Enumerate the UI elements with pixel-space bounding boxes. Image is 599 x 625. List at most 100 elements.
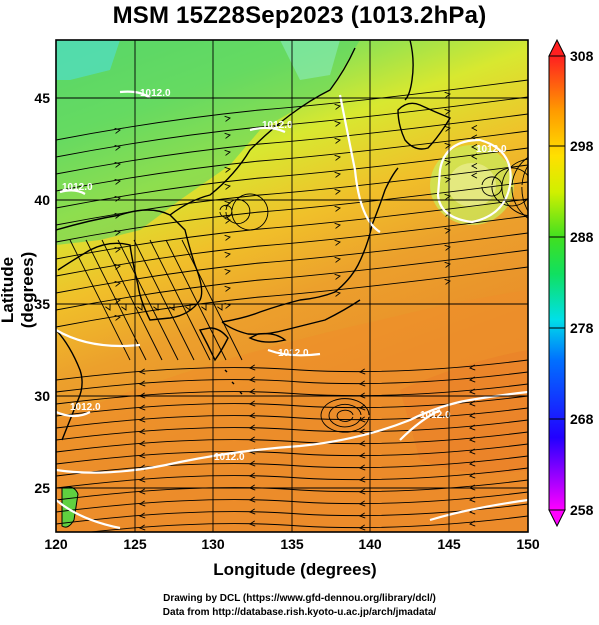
streamline-arrowhead	[139, 476, 146, 483]
streamline-arrowhead	[249, 364, 256, 371]
streamline	[219, 204, 233, 218]
streamline	[101, 239, 163, 361]
streamline-arrowhead	[249, 436, 256, 443]
streamline-arrowhead	[139, 404, 146, 411]
streamline	[320, 398, 370, 433]
streamline-arrowhead	[224, 234, 231, 241]
colorbar-tick-label: 278	[570, 320, 594, 336]
streamline-arrowhead	[444, 125, 451, 132]
colorbar-tick-label: 268	[570, 411, 594, 427]
streamline-arrowhead	[224, 166, 231, 173]
streamline-arrowhead	[334, 256, 341, 263]
streamline	[225, 199, 251, 224]
isobars	[56, 90, 528, 530]
y-tick-label: 40	[34, 192, 50, 208]
credit-line-dcl: Drawing by DCL (https://www.gfd-dennou.o…	[163, 593, 436, 604]
streamline-arrowhead	[249, 472, 256, 479]
streamline-arrowhead	[224, 183, 231, 190]
streamline-arrowhead	[334, 205, 341, 212]
streamline-arrowhead	[114, 127, 121, 134]
streamline-arrowhead	[139, 428, 146, 435]
streamline-arrowhead	[334, 137, 341, 144]
streamline-arrowhead	[224, 251, 231, 258]
streamline-arrowhead	[249, 376, 256, 383]
streamline-arrowhead	[359, 500, 366, 507]
colorbar-tick-label: 288	[570, 229, 594, 245]
streamline-arrowhead	[139, 500, 146, 507]
streamline	[117, 239, 179, 361]
streamline-arrowhead	[334, 154, 341, 161]
streamline-arrowhead	[469, 496, 476, 503]
isobar-labels: 1012.0 1012.0 1012.0 1012.0 1012.0 1012.…	[62, 88, 507, 463]
y-tick-label: 30	[34, 388, 50, 404]
streamline-arrowhead	[224, 132, 231, 139]
streamline-arrowhead	[137, 304, 143, 311]
streamline-arrowhead	[139, 380, 146, 387]
streamline-arrowhead	[469, 472, 476, 479]
streamline	[133, 239, 195, 361]
streamline	[56, 249, 528, 311]
streamline-arrowhead	[121, 304, 127, 311]
x-tick-label: 145	[437, 536, 461, 552]
streamline-arrowhead	[334, 103, 341, 110]
streamline-arrowhead	[334, 171, 341, 178]
isobar-label: 1012.0	[214, 452, 245, 463]
streamline-arrowhead	[359, 368, 366, 375]
streamline-arrowhead	[114, 280, 121, 287]
streamline	[56, 181, 528, 243]
isobar-label: 1012.0	[140, 88, 171, 99]
colorbar-tick-label: 308	[570, 48, 594, 64]
streamline-arrowhead	[114, 161, 121, 168]
streamline	[501, 158, 528, 216]
streamline	[56, 147, 528, 209]
y-axis-label: Latitude (degrees)	[0, 251, 37, 329]
streamline-arrowhead	[224, 149, 231, 156]
streamline-arrowhead	[114, 178, 121, 185]
streamline-arrowhead	[139, 440, 146, 447]
isobar-label: 1012.0	[262, 120, 293, 131]
streamline-arrowhead	[249, 496, 256, 503]
isobar-label: 1012.0	[70, 402, 101, 413]
streamline-arrowhead	[359, 464, 366, 471]
streamline-arrowhead	[334, 188, 341, 195]
y-tick-label: 35	[34, 296, 50, 312]
streamline-arrowhead	[334, 120, 341, 127]
streamline-arrowhead	[359, 440, 366, 447]
streamline-arrowhead	[249, 412, 256, 419]
streamline-arrowhead	[139, 368, 146, 375]
streamline	[56, 198, 528, 260]
streamline-arrowhead	[469, 460, 476, 467]
streamline-arrowhead	[469, 424, 476, 431]
streamline	[56, 79, 528, 141]
streamline-arrowhead	[249, 520, 256, 527]
streamline-arrowhead	[139, 512, 146, 519]
streamline-arrowhead	[139, 416, 146, 423]
plot-frame	[55, 39, 529, 533]
streamline-arrowhead	[359, 428, 366, 435]
streamline-arrowhead	[444, 108, 451, 115]
streamline-arrowhead	[471, 125, 478, 131]
streamline-arrowhead	[444, 261, 451, 268]
coastlines	[56, 40, 452, 441]
streamline-arrowhead	[334, 290, 341, 297]
isobar-label: 1012.0	[62, 182, 93, 193]
streamline-arrowhead	[471, 163, 478, 169]
streamline	[56, 96, 528, 158]
streamline	[85, 239, 147, 361]
x-tick-label: 120	[44, 536, 68, 552]
streamline-arrowhead	[114, 263, 121, 270]
x-tick-label: 125	[123, 536, 147, 552]
streamline	[231, 193, 269, 231]
isobar-label: 1012.0	[420, 410, 451, 421]
streamline-arrowhead	[359, 512, 366, 519]
streamline-arrowhead	[469, 388, 476, 395]
streamline	[328, 404, 362, 428]
streamline	[56, 266, 528, 328]
streamline	[56, 113, 528, 175]
isobar-label: 1012.0	[278, 348, 309, 359]
streamline-arrowhead	[444, 227, 451, 234]
streamline-arrowhead	[224, 268, 231, 275]
streamline-arrowhead	[139, 524, 146, 531]
streamline-arrowhead	[105, 304, 111, 311]
x-tick-label: 150	[516, 536, 540, 552]
